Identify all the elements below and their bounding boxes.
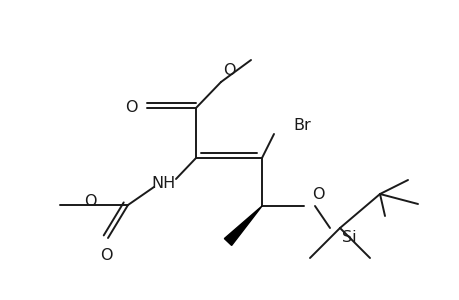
Text: O: O xyxy=(125,100,138,116)
Text: O: O xyxy=(100,248,112,263)
Text: Br: Br xyxy=(292,118,310,134)
Text: O: O xyxy=(311,187,324,202)
Text: O: O xyxy=(223,63,235,78)
Text: NH: NH xyxy=(151,176,176,190)
Text: Si: Si xyxy=(341,230,356,245)
Polygon shape xyxy=(224,206,262,245)
Text: O: O xyxy=(84,194,97,208)
